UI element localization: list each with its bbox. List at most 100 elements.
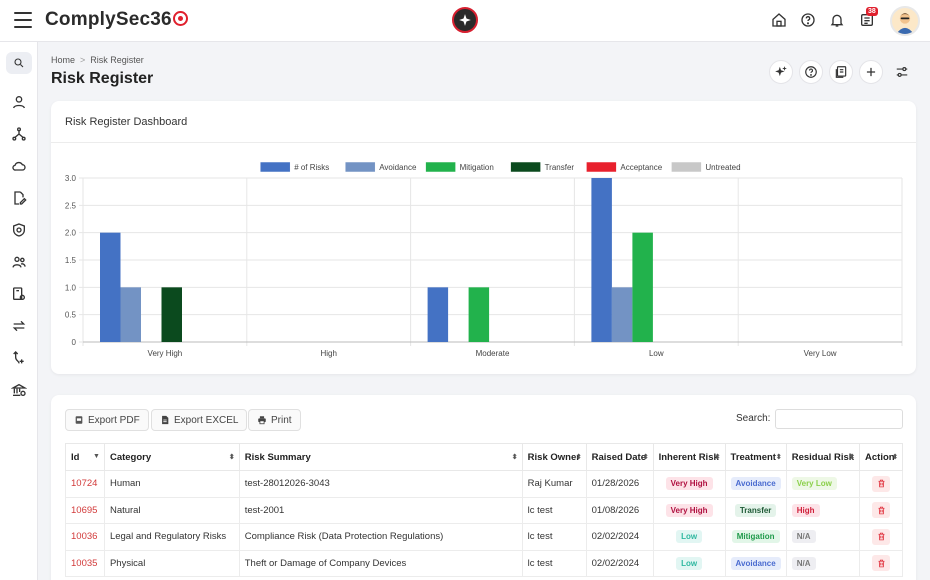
sort-icon[interactable]: ⬍ (714, 454, 721, 461)
help-icon[interactable] (800, 12, 816, 28)
page-title: Risk Register (51, 70, 154, 87)
header-label: Inherent Risk (658, 451, 719, 463)
sidebar-shield-icon[interactable] (9, 220, 29, 240)
legend-swatch (586, 161, 617, 173)
export-pdf-button[interactable]: Export PDF (65, 409, 149, 431)
header-col-inherent-risk[interactable]: Inherent Risk ⬍ (652, 443, 726, 471)
breadcrumb-separator: > (80, 55, 86, 65)
sort-icon[interactable]: ⬍ (849, 454, 856, 461)
x-tick-label: Low (649, 349, 664, 358)
bar--of-risks-low (591, 178, 612, 342)
hamburger-menu-icon[interactable] (14, 12, 32, 28)
sidebar-network-icon[interactable] (9, 124, 29, 144)
table-row[interactable]: 10695 Natural test-2001 lc test 01/08/2026 Ve… (65, 496, 903, 524)
inherent-risk-badge: Low (676, 556, 703, 570)
table-header-row: Id ▼ Category ⬍ Risk Summary ⬍ Risk Owner ⬍ Rais… (65, 443, 903, 471)
treatment-badge: Mitigation (731, 530, 780, 544)
x-tick-label: Very Low (804, 349, 837, 358)
filter-settings-button[interactable] (890, 60, 914, 84)
header-label: Risk Owner (527, 451, 580, 463)
table-row[interactable]: 10035 Physical Theft or Damage of Company … (65, 549, 903, 577)
dashboard-title: Risk Register Dashboard (65, 116, 188, 128)
sidebar-search-icon[interactable] (6, 52, 32, 74)
sort-icon[interactable]: ⬍ (228, 454, 235, 461)
delete-button[interactable] (872, 555, 891, 572)
legend-label: Transfer (545, 163, 575, 172)
cell-inherent-risk: Low (652, 523, 726, 551)
sidebar (0, 42, 38, 580)
cell-category: Physical (103, 549, 240, 577)
cell-id[interactable]: 10036 (65, 523, 105, 551)
cell-action (859, 523, 903, 551)
sort-icon[interactable]: ▼ (93, 453, 100, 460)
user-avatar[interactable] (890, 6, 920, 36)
x-tick-label: Very High (148, 349, 183, 358)
header-col-risk-owner[interactable]: Risk Owner ⬍ (521, 443, 587, 471)
header-label: Treatment (730, 451, 776, 463)
x-tick-label: Moderate (476, 349, 510, 358)
header-col-category[interactable]: Category ⬍ (103, 443, 240, 471)
y-tick-label: 2.5 (65, 201, 77, 210)
table-row[interactable]: 10036 Legal and Regulatory Risks Complianc… (65, 523, 903, 551)
print-button[interactable]: Print (248, 409, 301, 431)
table-row[interactable]: 10724 Human test-28012026-3043 Raj Kumar 01/… (65, 470, 903, 498)
header-col-raised-date[interactable]: Raised Date ⬍ (585, 443, 654, 471)
header-label: Id (71, 451, 80, 463)
header-col-risk-summary[interactable]: Risk Summary ⬍ (238, 443, 523, 471)
sort-icon[interactable]: ⬍ (642, 454, 649, 461)
header-col-action[interactable]: Action ⬍ (859, 443, 903, 471)
cell-category: Human (103, 470, 240, 498)
logo-text: ComplySec36 (45, 9, 172, 30)
y-tick-label: 0.5 (65, 311, 77, 320)
cell-risk-owner: lc test (521, 496, 587, 524)
header-label: Risk Summary (244, 451, 311, 463)
excel-icon (162, 415, 169, 425)
documents-button[interactable] (829, 60, 853, 84)
bell-icon[interactable] (829, 12, 845, 28)
sidebar-document-edit-icon[interactable] (9, 188, 29, 208)
export-pdf-label: Export PDF (88, 414, 140, 426)
sidebar-transfer-icon[interactable] (9, 316, 29, 336)
star-badge-icon[interactable] (452, 7, 478, 33)
header-col-id[interactable]: Id ▼ (65, 443, 105, 471)
export-excel-button[interactable]: Export EXCEL (151, 409, 248, 431)
cell-raised-date: 02/02/2024 (585, 549, 654, 577)
sidebar-team-icon[interactable] (9, 252, 29, 272)
cell-treatment: Avoidance (724, 470, 787, 498)
sidebar-cloud-icon[interactable] (9, 156, 29, 176)
header-col-residual-risk[interactable]: Residual Risk ⬍ (785, 443, 861, 471)
sort-icon[interactable]: ⬍ (775, 454, 782, 461)
sort-icon[interactable]: ⬍ (511, 454, 518, 461)
sidebar-workflow-icon[interactable] (9, 348, 29, 368)
delete-button[interactable] (872, 475, 891, 492)
sidebar-institution-icon[interactable] (9, 380, 29, 400)
sidebar-asset-settings-icon[interactable] (9, 284, 29, 304)
treatment-badge: Avoidance (730, 477, 781, 491)
sidebar-user-icon[interactable] (9, 92, 29, 112)
sort-icon[interactable]: ⬍ (575, 454, 582, 461)
risk-bar-chart: 0 0.5 1.0 1.5 2.0 2.5 3.0 Very High High Moderate… (65, 161, 903, 358)
legend-label: Mitigation (460, 163, 494, 172)
page-help-button[interactable] (799, 60, 823, 84)
legend-label: Avoidance (379, 163, 417, 172)
delete-button[interactable] (872, 528, 891, 545)
home-icon[interactable] (771, 12, 787, 28)
sort-icon[interactable]: ⬍ (892, 454, 898, 461)
cell-inherent-risk: Low (652, 549, 726, 577)
cell-raised-date: 01/28/2026 (585, 470, 654, 498)
cell-id[interactable]: 10695 (65, 496, 105, 524)
cell-inherent-risk: Very High (652, 470, 726, 498)
legend-swatch (671, 161, 702, 173)
bar--of-risks-very-high (100, 232, 121, 342)
breadcrumb-home[interactable]: Home (51, 55, 76, 65)
delete-button[interactable] (872, 502, 891, 519)
header-col-treatment[interactable]: Treatment ⬍ (724, 443, 787, 471)
cell-id[interactable]: 10035 (65, 549, 105, 577)
cell-id[interactable]: 10724 (65, 470, 105, 498)
ai-sparkle-button[interactable] (769, 60, 793, 84)
add-risk-button[interactable] (859, 60, 883, 84)
app-logo[interactable]: ComplySec36 (45, 9, 188, 31)
cell-action (859, 470, 903, 498)
print-label: Print (271, 414, 292, 426)
table-search-input[interactable] (775, 409, 903, 429)
